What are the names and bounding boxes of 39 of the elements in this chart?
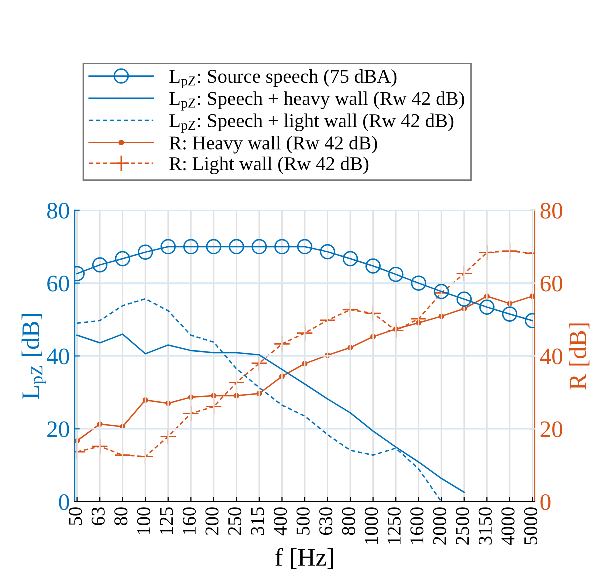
legend-label: R: Heavy wall (Rw 42 dB) bbox=[170, 136, 378, 154]
x-tick-label: 125 bbox=[160, 508, 174, 534]
x-tick-label: 1600 bbox=[410, 508, 424, 544]
x-tick-label: 100 bbox=[137, 508, 150, 534]
legend-label: L$_{pZ}$: Source speech (75 dBA) bbox=[170, 69, 397, 89]
x-tick-label: 500 bbox=[296, 508, 310, 535]
x-tick-label: 3150 bbox=[478, 508, 492, 545]
x-tick-label: 2000 bbox=[433, 508, 446, 545]
x-axis-title: f [Hz] bbox=[276, 548, 334, 570]
legend-label: L$_{pZ}$: Speech + light wall (Rw 42 dB) bbox=[170, 114, 454, 133]
x-tick-label: 2500 bbox=[456, 508, 470, 545]
y2-axis-title: R [dB] bbox=[569, 324, 590, 390]
y2-tick-label: 60 bbox=[540, 276, 563, 292]
x-tick-label: 400 bbox=[274, 508, 288, 536]
x-tick-label: 250 bbox=[228, 508, 242, 536]
x-tick-label: 1000 bbox=[365, 508, 378, 544]
legend-label: L$_{pZ}$: Speech + heavy wall (Rw 42 dB) bbox=[170, 92, 464, 111]
y-tick-label: 40 bbox=[47, 348, 70, 365]
y2-tick-label: 40 bbox=[540, 348, 563, 365]
x-tick-label: 63 bbox=[92, 508, 105, 526]
y-tick-label: 0 bbox=[59, 494, 70, 510]
y-tick-label: 20 bbox=[48, 422, 70, 438]
x-tick-label: 315 bbox=[251, 508, 264, 536]
y-axis-title: L$_{pZ}$ [dB] bbox=[22, 314, 46, 400]
x-tick-label: 630 bbox=[320, 508, 333, 536]
legend-label: R: Light wall (Rw 42 dB) bbox=[170, 156, 369, 174]
x-tick-label: 800 bbox=[342, 508, 356, 536]
x-tick-label: 4000 bbox=[502, 508, 515, 546]
y2-tick-label: 20 bbox=[540, 422, 563, 438]
y-tick-label: 80 bbox=[47, 202, 70, 219]
y2-tick-label: 0 bbox=[540, 494, 551, 510]
x-tick-label: 200 bbox=[206, 508, 219, 536]
x-tick-label: 5000 bbox=[524, 508, 538, 545]
y2-tick-label: 80 bbox=[540, 202, 563, 219]
x-tick-label: 160 bbox=[182, 508, 196, 534]
y-tick-label: 60 bbox=[48, 276, 70, 292]
x-tick-label: 80 bbox=[114, 508, 128, 526]
x-tick-label: 1250 bbox=[388, 508, 401, 544]
x-tick-label: 50 bbox=[69, 508, 82, 526]
